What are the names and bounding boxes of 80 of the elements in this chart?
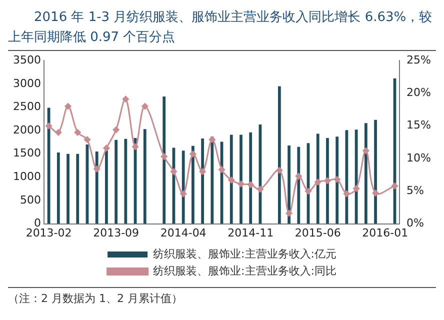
bar bbox=[326, 138, 329, 224]
bar bbox=[192, 146, 194, 224]
y2-tick-label: 10% bbox=[406, 151, 432, 164]
bar bbox=[230, 134, 233, 224]
bar bbox=[316, 134, 320, 224]
y2-tick-label: 25% bbox=[406, 53, 432, 66]
y-tick-label: 2000 bbox=[12, 123, 41, 136]
bar bbox=[162, 96, 166, 224]
bar bbox=[288, 145, 290, 224]
point bbox=[190, 150, 196, 158]
point bbox=[64, 103, 72, 110]
point bbox=[256, 186, 264, 192]
point bbox=[324, 177, 331, 184]
point bbox=[276, 167, 283, 174]
y2-tick-label: 20% bbox=[406, 86, 432, 100]
y-tick-label: 3500 bbox=[12, 53, 41, 66]
point bbox=[94, 166, 100, 172]
point bbox=[218, 166, 226, 173]
text: （注：2 月数据为 1、2 月累计值） bbox=[8, 287, 436, 306]
y-tick-label: 2500 bbox=[12, 100, 41, 114]
point bbox=[286, 210, 292, 217]
point bbox=[208, 136, 216, 143]
bar bbox=[114, 140, 118, 224]
bar bbox=[124, 138, 128, 224]
point bbox=[372, 190, 379, 196]
x-tick-label: 2016-01 bbox=[362, 226, 408, 240]
chart-title: 2016 年 1-3 月纺织服装、服饰业主营业务收入同比增长 6.63%，较上年同期降低 0.97 个百分点 bbox=[8, 8, 436, 51]
bar bbox=[56, 152, 60, 224]
bar bbox=[297, 146, 300, 224]
point bbox=[103, 144, 110, 152]
point bbox=[334, 176, 340, 183]
point bbox=[170, 168, 177, 175]
bar bbox=[364, 123, 368, 224]
y2-tick-label: 0% bbox=[406, 216, 424, 230]
bar bbox=[105, 149, 108, 224]
x-tick-label: 2014-11 bbox=[228, 226, 274, 240]
point bbox=[314, 178, 322, 186]
point bbox=[353, 185, 360, 192]
point bbox=[295, 172, 302, 180]
point bbox=[84, 136, 90, 143]
point bbox=[160, 153, 168, 160]
point bbox=[391, 182, 398, 190]
x-tick-label: 2013-09 bbox=[93, 226, 140, 240]
bar bbox=[210, 136, 214, 224]
y-tick-label: 1500 bbox=[12, 146, 41, 160]
point bbox=[74, 129, 81, 136]
bar bbox=[201, 138, 204, 224]
point bbox=[122, 96, 129, 102]
point bbox=[238, 180, 244, 188]
bar bbox=[95, 152, 98, 224]
point bbox=[112, 126, 120, 134]
point bbox=[199, 168, 206, 175]
bar bbox=[76, 154, 80, 224]
bar bbox=[249, 132, 252, 224]
bar bbox=[278, 86, 281, 224]
y-tick-label: 500 bbox=[20, 193, 41, 206]
bar bbox=[374, 120, 377, 224]
point bbox=[247, 181, 254, 188]
point bbox=[180, 190, 187, 198]
point bbox=[132, 144, 139, 150]
point bbox=[228, 176, 235, 184]
x-tick-label: 2014-04 bbox=[160, 226, 206, 240]
point bbox=[343, 190, 350, 198]
bar bbox=[336, 136, 339, 224]
legend-label: 纺织服装、服饰业:主营业务收入:亿元 bbox=[153, 247, 336, 260]
bar bbox=[240, 134, 242, 224]
point bbox=[55, 129, 62, 136]
y-tick-label: 1000 bbox=[12, 170, 41, 184]
bar bbox=[143, 129, 146, 224]
bar bbox=[66, 154, 70, 224]
point bbox=[142, 103, 148, 110]
legend-label: 纺织服装、服饰业:主营业务收入:同比 bbox=[153, 264, 336, 278]
point bbox=[362, 147, 370, 154]
y2-tick-label: 5% bbox=[406, 184, 424, 198]
point bbox=[305, 188, 312, 194]
y-tick-label: 3000 bbox=[12, 76, 41, 90]
bar bbox=[182, 150, 185, 224]
point bbox=[46, 122, 52, 130]
x-tick-label: 2015-06 bbox=[294, 226, 341, 240]
y2-tick-label: 15% bbox=[406, 118, 432, 132]
